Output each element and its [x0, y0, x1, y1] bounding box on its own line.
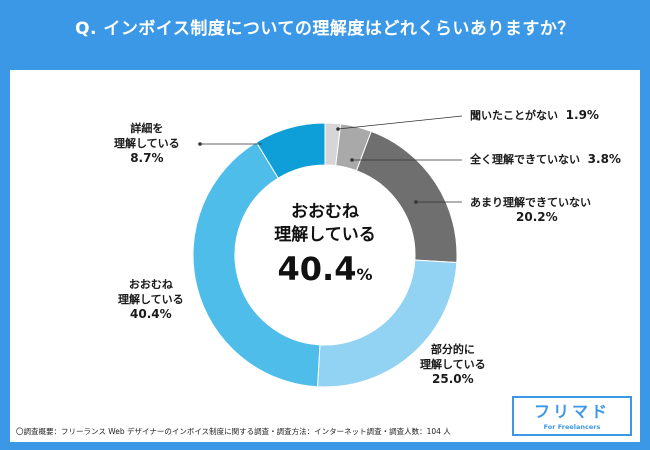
chart-title: Q. インボイス制度についての理解度はどれくらいありますか？ [75, 19, 575, 39]
label-not-much-name: あまり理解できていない [470, 196, 591, 209]
label-mostly-name1: おおむね [128, 278, 173, 291]
label-never-heard-value: 1.9% [565, 108, 599, 122]
label-detailed-name2: 理解している [114, 137, 180, 150]
leader-detailed-dot [198, 142, 202, 146]
brand-logo: フリマド For Freelancers [512, 396, 632, 436]
label-mostly: おおむね 理解している 40.4% [118, 277, 184, 322]
label-not-at-all: 全く理解できていない 3.8% [470, 152, 621, 167]
leader-never-heard-dot [336, 127, 340, 131]
label-detailed-name1: 詳細を [130, 122, 164, 135]
label-partial-value: 25.0% [432, 372, 474, 386]
label-never-heard: 聞いたことがない 1.9% [470, 108, 599, 123]
label-not-at-all-value: 3.8% [587, 152, 621, 166]
label-never-heard-name: 聞いたことがない [470, 109, 558, 122]
label-not-much: あまり理解できていない 20.2% [470, 195, 591, 225]
label-partial: 部分的に 理解している 25.0% [420, 342, 486, 387]
label-not-at-all-name: 全く理解できていない [470, 153, 580, 166]
label-detailed-value: 8.7% [130, 151, 164, 165]
survey-note: 〇調査概要：フリーランス Web デザイナーのインボイス制度に関する調査・調査方… [16, 427, 451, 436]
center-value: 40.4 [277, 250, 357, 288]
center-label: おおむね 理解している 40.4% [250, 201, 400, 291]
label-not-much-value: 20.2% [516, 210, 558, 224]
leader-not-much-dot [414, 200, 418, 204]
label-partial-name2: 理解している [420, 358, 486, 371]
label-mostly-value: 40.4% [130, 307, 172, 321]
center-line2: 理解している [274, 225, 376, 245]
slice-detailed [255, 122, 326, 179]
label-partial-name1: 部分的に [430, 343, 475, 356]
slice-mostly [192, 141, 321, 388]
brand-subtitle: For Freelancers [543, 423, 601, 431]
leader-never-heard [337, 115, 463, 130]
label-mostly-name2: 理解している [118, 293, 184, 306]
center-unit: % [356, 265, 373, 284]
label-detailed: 詳細を 理解している 8.7% [114, 121, 180, 166]
leader-not-at-all-dot [350, 158, 354, 162]
brand-name: フリマド [533, 402, 610, 421]
center-line1: おおむね [291, 202, 359, 222]
